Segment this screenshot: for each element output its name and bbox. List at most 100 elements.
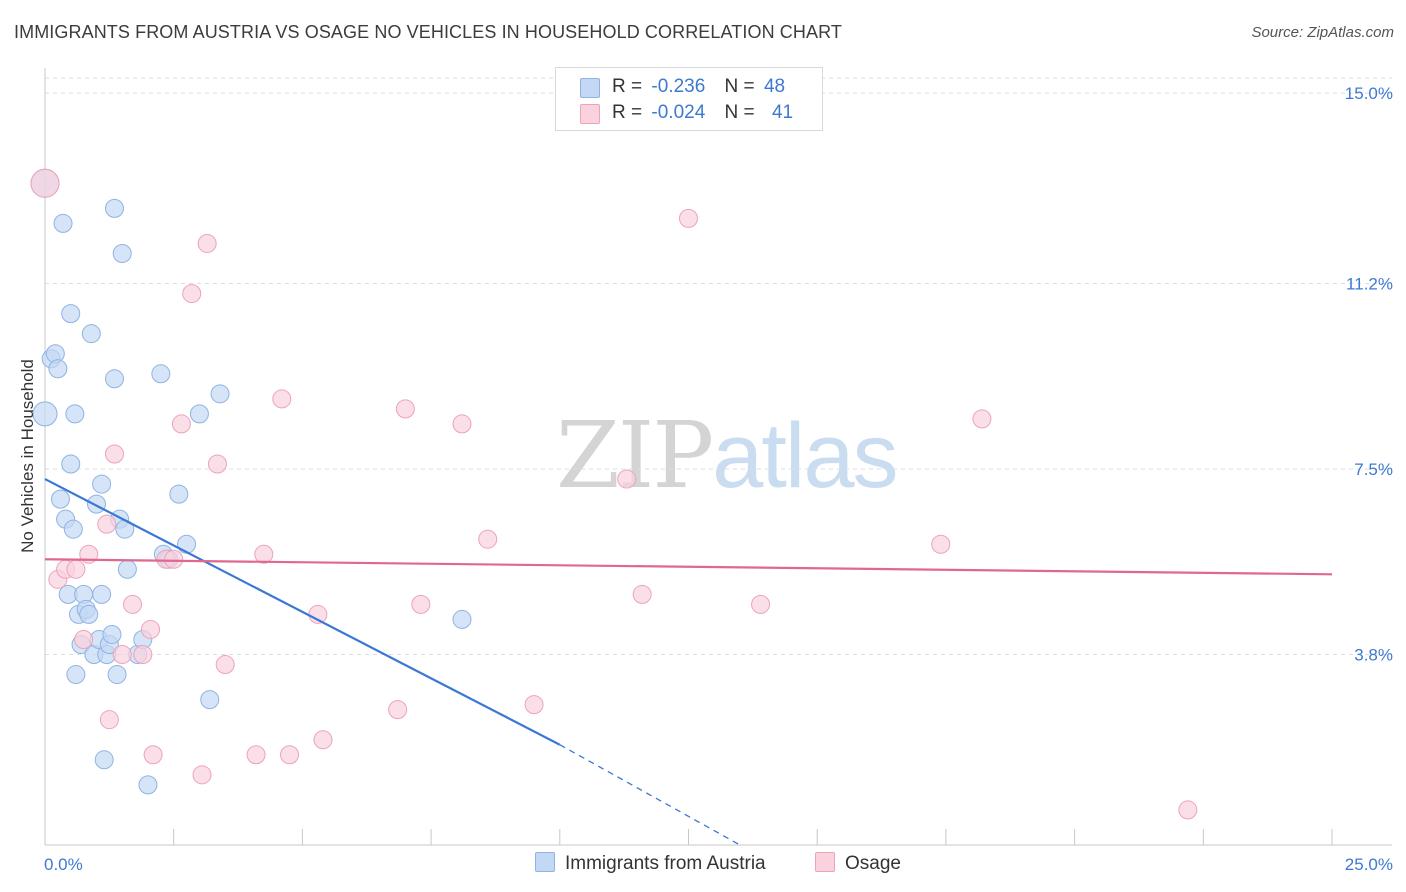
data-point-osage bbox=[632, 584, 652, 604]
trend-line-osage bbox=[44, 558, 1333, 576]
data-point-austria bbox=[32, 401, 58, 427]
watermark-atlas: atlas bbox=[712, 405, 898, 507]
data-point-austria bbox=[210, 384, 230, 404]
data-point-austria bbox=[92, 584, 112, 604]
bottom-legend-osage: Osage bbox=[815, 852, 901, 875]
data-point-austria bbox=[66, 665, 86, 685]
data-point-osage bbox=[164, 549, 184, 569]
data-point-austria bbox=[92, 474, 112, 494]
y-tick-label: 11.2% bbox=[1346, 275, 1393, 294]
data-point-austria bbox=[61, 454, 81, 474]
legend-n-value-osage: 41 bbox=[771, 102, 794, 123]
data-point-osage bbox=[395, 399, 415, 419]
data-point-osage bbox=[931, 534, 951, 554]
data-point-osage bbox=[452, 414, 472, 434]
data-point-osage bbox=[123, 594, 143, 614]
data-point-austria bbox=[200, 690, 220, 710]
data-point-austria bbox=[112, 243, 132, 263]
legend-r-value-osage: -0.024 bbox=[651, 102, 706, 123]
data-point-osage bbox=[30, 168, 60, 198]
data-point-osage bbox=[66, 559, 86, 579]
data-point-osage bbox=[246, 745, 266, 765]
legend-r-value-austria: -0.236 bbox=[651, 76, 706, 97]
bottom-legend-swatch-austria bbox=[535, 852, 555, 872]
data-point-osage bbox=[104, 444, 124, 464]
data-point-austria bbox=[169, 484, 189, 504]
legend-swatch-austria bbox=[580, 78, 600, 98]
data-point-osage bbox=[182, 284, 202, 304]
trend-lines bbox=[44, 478, 1333, 846]
data-point-austria bbox=[86, 494, 106, 514]
data-point-osage bbox=[617, 469, 637, 489]
data-point-osage bbox=[143, 745, 163, 765]
data-point-osage bbox=[478, 529, 498, 549]
data-point-austria bbox=[79, 604, 99, 624]
data-point-austria bbox=[48, 359, 68, 379]
y-tick-label: 7.5% bbox=[1354, 460, 1393, 479]
data-point-osage bbox=[74, 629, 94, 649]
data-point-austria bbox=[53, 213, 73, 233]
data-point-austria bbox=[81, 324, 101, 344]
correlation-legend: R = -0.236 N = 48 R = -0.024 N = 41 bbox=[555, 67, 823, 131]
y-axis-title: No Vehicles in Household bbox=[18, 359, 37, 553]
data-point-austria bbox=[177, 534, 197, 554]
data-point-osage bbox=[388, 700, 408, 720]
data-point-austria bbox=[94, 750, 114, 770]
chart-title: IMMIGRANTS FROM AUSTRIA VS OSAGE NO VEHI… bbox=[14, 22, 842, 42]
legend-swatch-osage bbox=[580, 104, 600, 124]
bottom-legend-swatch-osage bbox=[815, 852, 835, 872]
data-point-osage bbox=[751, 594, 771, 614]
data-point-osage bbox=[141, 619, 161, 639]
y-tick-label: 15.0% bbox=[1345, 84, 1393, 103]
legend-r-label: R = bbox=[612, 102, 643, 123]
data-point-osage bbox=[171, 414, 191, 434]
axes bbox=[44, 68, 1392, 846]
data-point-osage bbox=[97, 514, 117, 534]
series-austria-points bbox=[30, 168, 472, 795]
bottom-legend-label-osage: Osage bbox=[845, 853, 901, 874]
data-point-osage bbox=[99, 710, 119, 730]
y-tick-label: 3.8% bbox=[1354, 646, 1393, 665]
legend-n-label: N = bbox=[724, 102, 755, 123]
bottom-legend-label-austria: Immigrants from Austria bbox=[565, 853, 766, 874]
watermark: ZIPatlas bbox=[556, 402, 899, 509]
data-point-osage bbox=[411, 594, 431, 614]
legend-n-value-austria: 48 bbox=[763, 76, 786, 97]
data-point-osage bbox=[215, 655, 235, 675]
data-point-osage bbox=[112, 645, 132, 665]
data-point-austria bbox=[151, 364, 171, 384]
data-point-osage bbox=[972, 409, 992, 429]
data-point-austria bbox=[104, 369, 124, 389]
data-point-osage bbox=[1178, 800, 1198, 820]
data-point-osage bbox=[272, 389, 292, 409]
legend-text-osage: R = -0.024 N = 41 bbox=[612, 102, 793, 124]
x-tick-label-max: 25.0% bbox=[1345, 855, 1393, 874]
data-point-osage bbox=[207, 454, 227, 474]
tick-labels: 3.8% 7.5% 11.2% 15.0% 0.0% 25.0% bbox=[44, 84, 1393, 874]
data-point-osage bbox=[197, 233, 217, 253]
data-point-austria bbox=[452, 609, 472, 629]
data-point-austria bbox=[102, 624, 122, 644]
legend-text-austria: R = -0.236 N = 48 bbox=[612, 76, 785, 98]
data-point-osage bbox=[133, 645, 153, 665]
data-point-osage bbox=[679, 208, 698, 228]
data-point-austria bbox=[117, 559, 137, 579]
data-point-austria bbox=[138, 775, 158, 795]
data-point-austria bbox=[104, 198, 124, 218]
trend-line-austria bbox=[44, 478, 561, 746]
data-point-osage bbox=[313, 730, 333, 750]
data-point-austria bbox=[50, 489, 70, 509]
data-point-osage bbox=[192, 765, 212, 785]
trend-line-austria-extension bbox=[559, 744, 741, 846]
data-point-austria bbox=[107, 665, 127, 685]
data-point-austria bbox=[65, 404, 85, 424]
legend-r-label: R = bbox=[612, 76, 643, 97]
data-point-osage bbox=[254, 544, 274, 564]
bottom-legend-austria: Immigrants from Austria bbox=[535, 852, 766, 875]
watermark-zip: ZIP bbox=[556, 402, 714, 509]
series-osage-points bbox=[30, 168, 1198, 820]
data-point-austria bbox=[63, 519, 83, 539]
legend-n-label: N = bbox=[724, 76, 755, 97]
data-point-osage bbox=[524, 695, 544, 715]
